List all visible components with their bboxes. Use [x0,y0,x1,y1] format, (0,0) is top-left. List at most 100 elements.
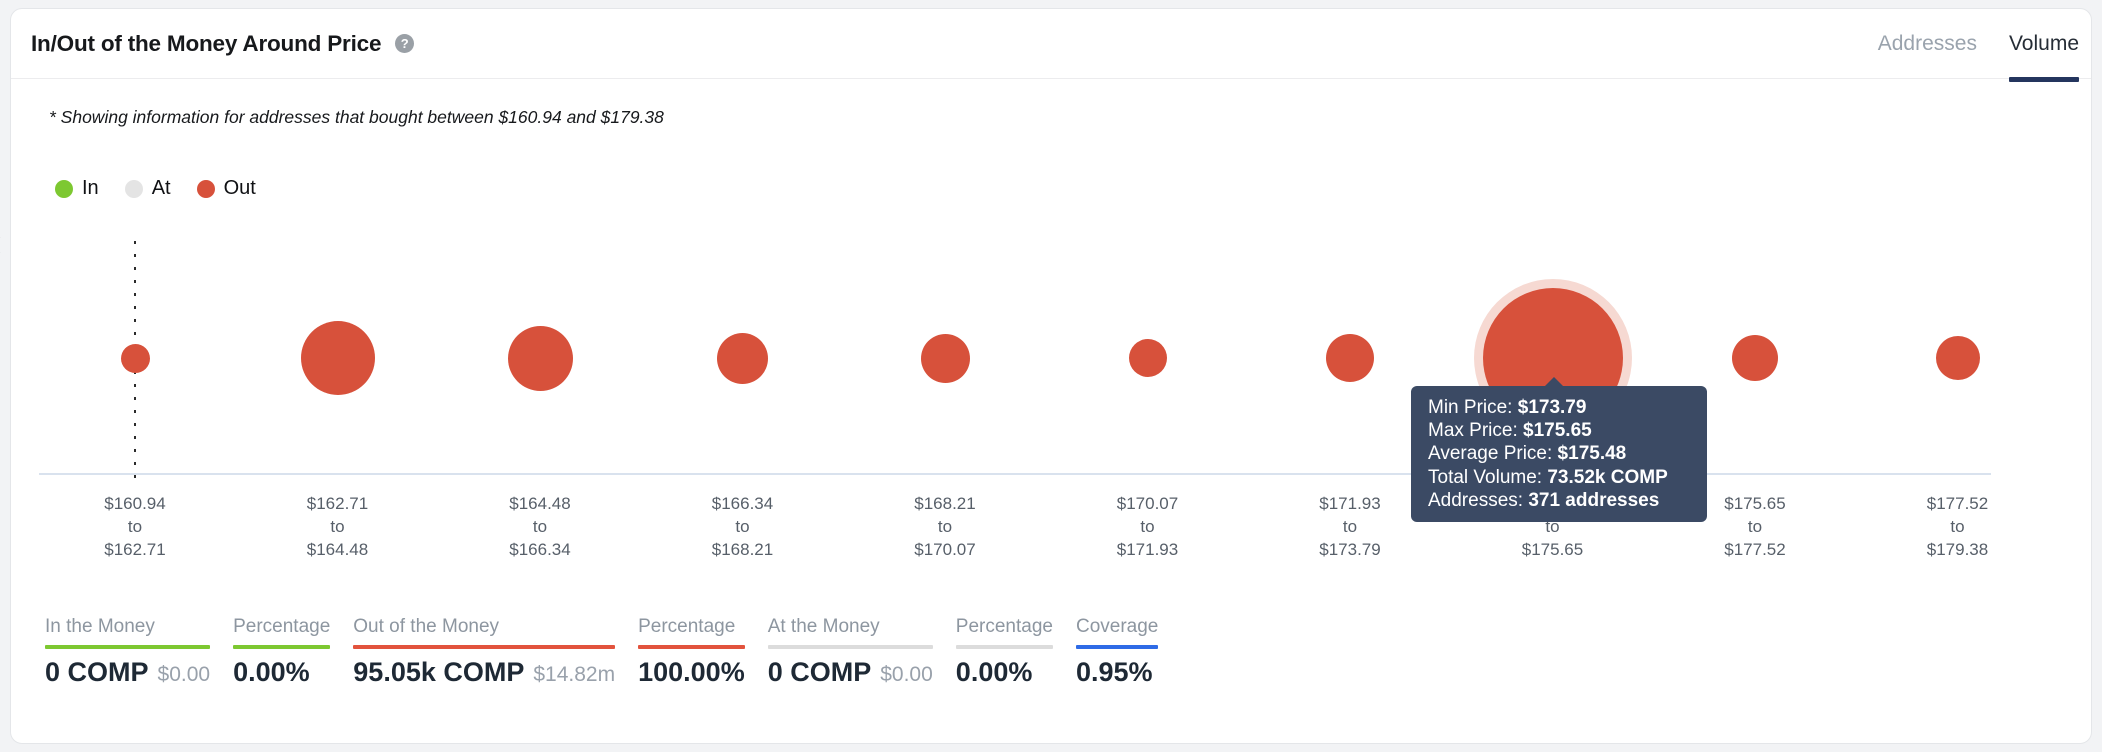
legend-label: In [82,177,99,199]
x-axis-label-connector: to [1950,517,1965,536]
stats-row: In the Money 0 COMP $0.00 Percentage 0.00% Ou… [45,616,1159,688]
legend-dot-icon [196,179,215,198]
tooltip-row: Min Price: $173.79 [1428,396,1695,419]
legend-item-out[interactable]: Out [196,177,256,200]
x-axis-label-connector: to [735,517,750,536]
stat-value-row: 0.00% [956,657,1053,688]
stat-underline [955,645,1053,649]
stat-value-row: 100.00% [638,657,745,688]
tab-addresses[interactable]: Addresses [1877,31,1977,55]
stat-underline [353,645,616,649]
stat-underline [767,645,933,649]
x-axis-label-connector: to [1140,517,1155,536]
legend-item-at[interactable]: At [124,177,171,200]
bubble-162.71[interactable] [300,321,375,395]
x-axis-label-max: $171.93 [1116,540,1179,559]
legend-dot-icon [55,179,73,198]
stat-value: 0.95% [1075,656,1153,687]
stat-underline [1075,645,1159,649]
stat-percentage-1: Percentage 0.00% [233,616,331,688]
bubble-160.94[interactable] [120,343,150,373]
x-axis-label: $162.71 to $164.48 [248,492,428,561]
x-axis-label-connector: to [1342,517,1358,536]
x-axis-label-max: $166.34 [509,540,571,559]
tooltip-row: Max Price: $175.65 [1428,419,1695,442]
x-axis-label-min: $177.52 [1926,494,1989,513]
legend-label: Out [223,177,256,199]
x-axis-label-max: $162.71 [104,540,166,559]
x-axis-label-min: $175.65 [1724,494,1786,513]
tooltip-rows: Min Price: $173.79 Max Price: $175.65 Aver… [1428,396,1695,512]
stat-value: 0 COMP [45,656,149,687]
stat-label: In the Money [45,616,155,637]
bubble-175.65[interactable] [1732,335,1778,381]
title-wrap: In/Out of the Money Around Price ? [31,30,415,57]
active-tab-underline [2008,76,2079,82]
tooltip-arrow-icon [1544,377,1564,387]
tabs: Addresses Volume [1877,9,2079,82]
stat-secondary-value: $0.00 [157,662,211,686]
stat-at-the-money-4: At the Money 0 COMP $0.00 [767,616,933,688]
page-title: In/Out of the Money Around Price [31,30,382,56]
x-axis-label: $177.52 to $179.38 [1868,492,2048,561]
tooltip-row-value: $173.79 [1512,397,1587,418]
help-icon[interactable]: ? [395,34,415,53]
x-axis-label-max: $175.65 [1521,540,1584,559]
x-axis-label: $175.65 to $177.52 [1665,492,1845,561]
tooltip-row: Addresses: 371 addresses [1428,489,1695,512]
x-axis-label-connector: to [330,517,345,536]
stat-underline [638,645,745,649]
bubble-164.48[interactable] [507,325,573,391]
bubble-171.93[interactable] [1326,334,1374,382]
tooltip-row-label: Total Volume: [1428,466,1543,488]
x-axis-label: $171.93 to $173.79 [1260,492,1440,561]
stat-value: 0.00% [955,656,1033,687]
stat-secondary-value: $14.82m [533,662,616,686]
tab-volume[interactable]: Volume [2008,9,2079,82]
stat-coverage-6: Coverage 0.95% [1075,616,1159,688]
stat-value: 0.00% [233,656,310,687]
bubble-177.52[interactable] [1935,336,1980,380]
tooltip-row: Total Volume: 73.52k COMP [1428,466,1695,489]
bubble-168.21[interactable] [920,333,970,383]
stat-value: 100.00% [638,656,745,687]
stat-value: 0 COMP [767,656,872,687]
x-axis-label-min: $168.21 [914,494,976,513]
legend-dot-icon [124,179,143,198]
stat-in-the-money-0: In the Money 0 COMP $0.00 [45,616,211,688]
stat-percentage-3: Percentage 100.00% [638,616,745,688]
stat-percentage-5: Percentage 0.00% [955,616,1053,688]
x-axis-label-connector: to [1747,517,1763,536]
tooltip-row: Average Price: $175.48 [1428,442,1695,465]
x-axis-label: $170.07 to $171.93 [1058,492,1238,561]
tooltip: Min Price: $173.79 Max Price: $175.65 Aver… [1411,377,1707,523]
cropped-axis-label-fragment: ( [0,236,4,256]
bubble-chart: Min Price: $173.79 Max Price: $175.65 Aver… [11,9,2091,743]
legend-item-in[interactable]: In [55,177,99,200]
x-axis-label-connector: to [127,517,143,536]
stat-out-of-the-money-2: Out of the Money 95.05k COMP $14.82m [353,616,616,688]
stat-label: Percentage [638,616,736,637]
x-axis-label: $160.94 to $162.71 [45,492,225,561]
stat-secondary-value: $0.00 [880,662,933,686]
x-axis-label-max: $173.79 [1319,540,1381,559]
x-axis-label-max: $170.07 [914,540,976,559]
x-axis-label-min: $162.71 [306,494,369,513]
stat-label: Coverage [1075,616,1159,637]
tooltip-row-label: Addresses: [1428,489,1524,511]
x-axis-label-min: $171.93 [1319,494,1381,513]
x-axis-line [39,473,1991,475]
stat-underline [45,645,211,649]
stat-label: Percentage [233,616,331,637]
stat-label: At the Money [767,616,880,637]
tooltip-row-label: Min Price: [1428,397,1513,418]
x-axis-label-connector: to [532,517,548,536]
x-axis-label-max: $164.48 [306,540,369,559]
bubble-170.07[interactable] [1128,339,1167,377]
stat-label: Percentage [955,616,1053,637]
chart-subtitle: * Showing information for addresses that… [49,107,664,127]
bubble-166.34[interactable] [717,332,768,384]
stat-value-row: 0.00% [233,657,330,688]
x-axis-label: $164.48 to $166.34 [450,492,630,561]
x-axis-label-min: $166.34 [711,494,774,513]
